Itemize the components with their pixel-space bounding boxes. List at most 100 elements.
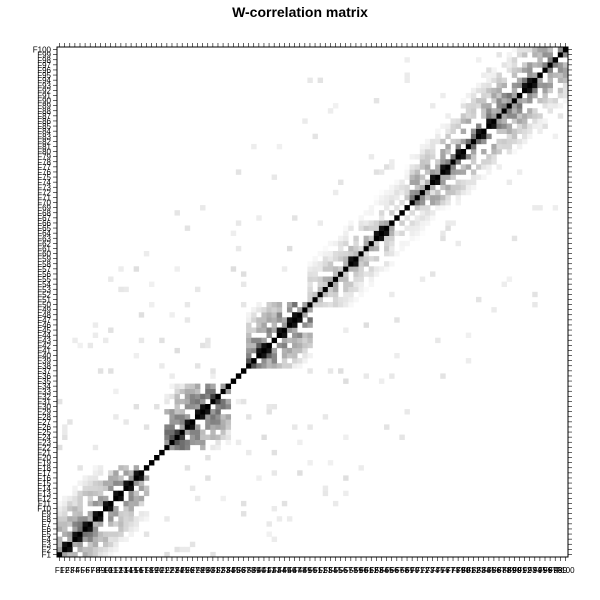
heatmap-cell-F92-F92	[522, 87, 528, 94]
heatmap-cell-F88-F86	[501, 118, 507, 124]
x-tick-label-F14: F14	[119, 566, 133, 575]
heatmap-cell-F91-F91	[516, 92, 523, 99]
heatmap-cell-F86-F85	[491, 123, 497, 129]
heatmap-cell-F99-F95	[557, 72, 564, 78]
heatmap-cell-F67-F64	[394, 230, 400, 236]
heatmap-cell-F41-F45	[261, 327, 267, 333]
heatmap-cell-F99-F91	[557, 92, 564, 99]
heatmap-cell-F69-F72	[404, 189, 410, 196]
y-tick-label-F85: F85	[37, 122, 51, 131]
heatmap-cell-F33-F28	[220, 414, 226, 420]
heatmap-cell-F25-F24	[179, 434, 186, 440]
heatmap-cell-F94-F85	[532, 123, 538, 129]
y-tick-label-F73: F73	[37, 183, 51, 192]
heatmap-cell-F36-F76	[235, 169, 242, 175]
heatmap-cell-F100-F90	[562, 98, 569, 104]
heatmap-cell-F29-F69	[200, 205, 206, 211]
y-tick-label-F22: F22	[37, 443, 51, 452]
heatmap-cell-F13-F16	[118, 475, 124, 481]
heatmap-cell-F70-F71	[409, 194, 415, 201]
heatmap-cell-F49-F50	[302, 302, 308, 308]
heatmap-cell-F82-F75	[470, 174, 477, 180]
heatmap-cell-F11-F37	[108, 368, 114, 374]
heatmap-cell-F88-F54	[501, 281, 507, 287]
heatmap-cell-F13-F8	[118, 516, 124, 522]
heatmap-cell-F80-F89	[460, 103, 467, 109]
heatmap-cell-F45-F42	[281, 342, 288, 349]
heatmap-cell-F34-F26	[225, 424, 232, 430]
heatmap-cell-F61-F63	[363, 235, 370, 242]
heatmap-cell-F58-F50	[348, 302, 354, 308]
heatmap-cell-F56-F62	[338, 240, 344, 247]
y-tick-label-F95: F95	[37, 71, 51, 80]
heatmap-cell-F93-F94	[527, 77, 533, 83]
x-tick-label-F23: F23	[165, 566, 179, 575]
heatmap-cell-F11-F10	[108, 506, 114, 512]
heatmap-cell-F60-F67	[358, 215, 364, 221]
heatmap-cell-F77-F73	[445, 184, 451, 191]
heatmap-cell-F84-F80	[481, 149, 487, 155]
heatmap-cell-F12-F15	[113, 480, 119, 486]
heatmap-cell-F40-F42	[256, 342, 262, 349]
heatmap-cell-F46-F41	[286, 347, 293, 354]
heatmap-cell-F51-F50	[312, 302, 318, 308]
y-tick-label-F82: F82	[37, 137, 51, 146]
heatmap-cell-F23-F27	[169, 419, 175, 425]
heatmap-cell-F9-F14	[97, 485, 104, 491]
heatmap-cell-F66-F58	[389, 261, 395, 267]
heatmap-cell-F44-F81	[276, 143, 283, 150]
heatmap-cell-F3-F2	[67, 546, 73, 553]
heatmap-cell-F52-F53	[317, 286, 324, 293]
x-tick-label-F47: F47	[288, 566, 302, 575]
heatmap-cell-F5-F2	[77, 546, 83, 553]
heatmap-cell-F46-F8	[286, 516, 293, 522]
heatmap-cell-F95-F86	[537, 118, 543, 124]
heatmap-cell-F90-F84	[511, 128, 518, 134]
y-tick-label-F51: F51	[37, 295, 51, 304]
heatmap-cell-F76-F69	[440, 205, 446, 211]
heatmap-cell-F8-F11	[92, 500, 99, 507]
heatmap-cell-F60-F54	[358, 281, 364, 287]
heatmap-cell-F77-F70	[445, 200, 451, 206]
heatmap-cell-F34-F23	[225, 439, 232, 446]
heatmap-cell-F53-F59	[322, 256, 329, 262]
heatmap-cell-F41-F43	[261, 337, 267, 344]
heatmap-cell-F31-F1	[210, 551, 216, 558]
heatmap-cell-F57-F35	[343, 378, 349, 384]
heatmap-cell-F74-F56	[430, 271, 436, 277]
heatmap-cell-F8-F16	[92, 475, 99, 481]
y-tick-label-F12: F12	[37, 494, 51, 503]
heatmap-cell-F12-F9	[113, 511, 119, 517]
heatmap-cell-F81-F77	[465, 164, 472, 170]
heatmap-cell-F77-F83	[445, 133, 451, 140]
x-tick-label-F26: F26	[180, 566, 194, 575]
heatmap-cell-F11-F3	[108, 541, 114, 548]
heatmap-cell-F31-F32	[210, 393, 216, 400]
heatmap-cell-F43-F38	[271, 363, 278, 369]
x-tick-label-F20: F20	[150, 566, 164, 575]
heatmap-cell-F72-F77	[419, 164, 426, 170]
heatmap-cell-F50-F56	[307, 271, 313, 277]
heatmap-cell-F71-F69	[414, 205, 421, 211]
heatmap-cell-F93-F87	[527, 113, 533, 119]
heatmap-cell-F52-F52	[317, 291, 324, 298]
heatmap-cell-F11-F5	[108, 531, 114, 537]
y-tick-label-F25: F25	[37, 428, 51, 437]
heatmap-cell-F55-F56	[332, 271, 339, 277]
heatmap-cell-F55-F59	[332, 256, 339, 262]
heatmap-cell-F68-F64	[399, 230, 405, 236]
heatmap-cell-F53-F54	[322, 281, 329, 287]
heatmap-cell-F74-F82	[430, 138, 436, 145]
heatmap-cell-F46-F61	[286, 245, 293, 252]
x-tick-label-F98: F98	[548, 566, 562, 575]
heatmap-cell-F59-F59	[353, 256, 359, 262]
heatmap-cell-F40-F40	[256, 353, 262, 359]
heatmap-cell-F77-F72	[445, 189, 451, 196]
y-tick-label-F90: F90	[37, 97, 51, 106]
heatmap-cell-F6-F5	[82, 531, 88, 537]
heatmap-cell-F53-F50	[322, 302, 329, 308]
heatmap-cell-F12-F10	[113, 506, 119, 512]
heatmap-cell-F92-F87	[522, 113, 528, 119]
heatmap-cell-F68-F24	[399, 434, 405, 440]
heatmap-cell-F73-F69	[424, 205, 431, 211]
